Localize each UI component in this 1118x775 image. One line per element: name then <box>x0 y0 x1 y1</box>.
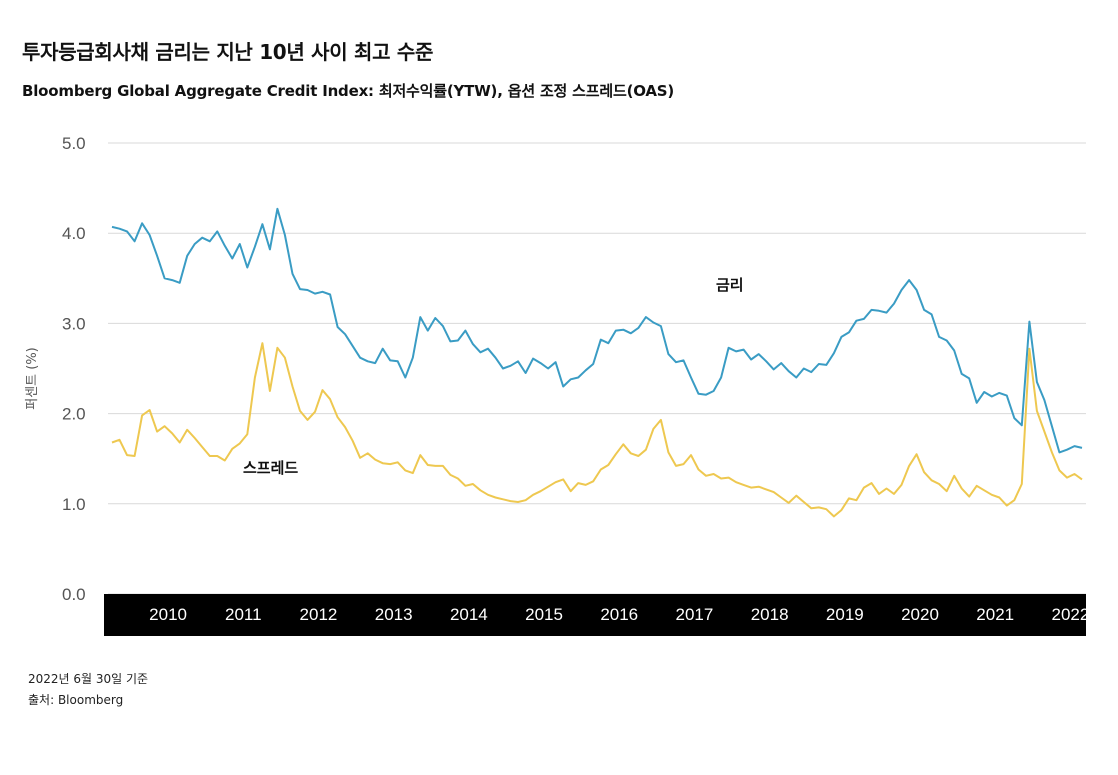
footnote-source: 출처: Bloomberg <box>28 693 124 707</box>
x-tick-label: 2020 <box>901 605 939 624</box>
x-tick-label: 2010 <box>149 605 187 624</box>
x-tick-label: 2015 <box>525 605 563 624</box>
x-axis-ticks: 2010 2011 2012 2013 2014 2015 2016 2017 2018 2019… <box>149 605 1089 624</box>
spread-line <box>111 342 1083 518</box>
y-axis-label: 퍼센트 (%) <box>25 347 40 410</box>
x-tick-label: 2016 <box>600 605 638 624</box>
x-tick-label: 2021 <box>976 605 1014 624</box>
x-axis-band <box>104 594 1086 636</box>
y-tick-label: 0.0 <box>62 585 86 604</box>
series-lines <box>111 207 1083 518</box>
gridlines <box>108 142 1086 595</box>
x-tick-label: 2022 <box>1051 605 1089 624</box>
y-tick-label: 2.0 <box>62 405 86 424</box>
y-tick-label: 4.0 <box>62 224 86 243</box>
x-tick-label: 2018 <box>751 605 789 624</box>
footnote-date: 2022년 6월 30일 기준 <box>28 672 149 686</box>
x-tick-label: 2012 <box>300 605 338 624</box>
chart-subtitle: Bloomberg Global Aggregate Credit Index:… <box>22 82 675 100</box>
rate-line <box>111 207 1083 454</box>
x-tick-label: 2017 <box>676 605 714 624</box>
x-tick-label: 2014 <box>450 605 488 624</box>
spread-series-label: 스프레드 <box>243 459 298 477</box>
chart-title: 투자등급회사채 금리는 지난 10년 사이 최고 수준 <box>22 40 434 64</box>
y-tick-label: 3.0 <box>62 314 86 333</box>
y-tick-label: 5.0 <box>62 134 86 153</box>
y-axis-ticks: 0.0 1.0 2.0 3.0 4.0 5.0 <box>62 134 86 604</box>
rate-series-label: 금리 <box>716 276 744 294</box>
x-tick-label: 2011 <box>225 605 262 624</box>
x-tick-label: 2019 <box>826 605 864 624</box>
x-tick-label: 2013 <box>375 605 413 624</box>
y-tick-label: 1.0 <box>62 495 86 514</box>
